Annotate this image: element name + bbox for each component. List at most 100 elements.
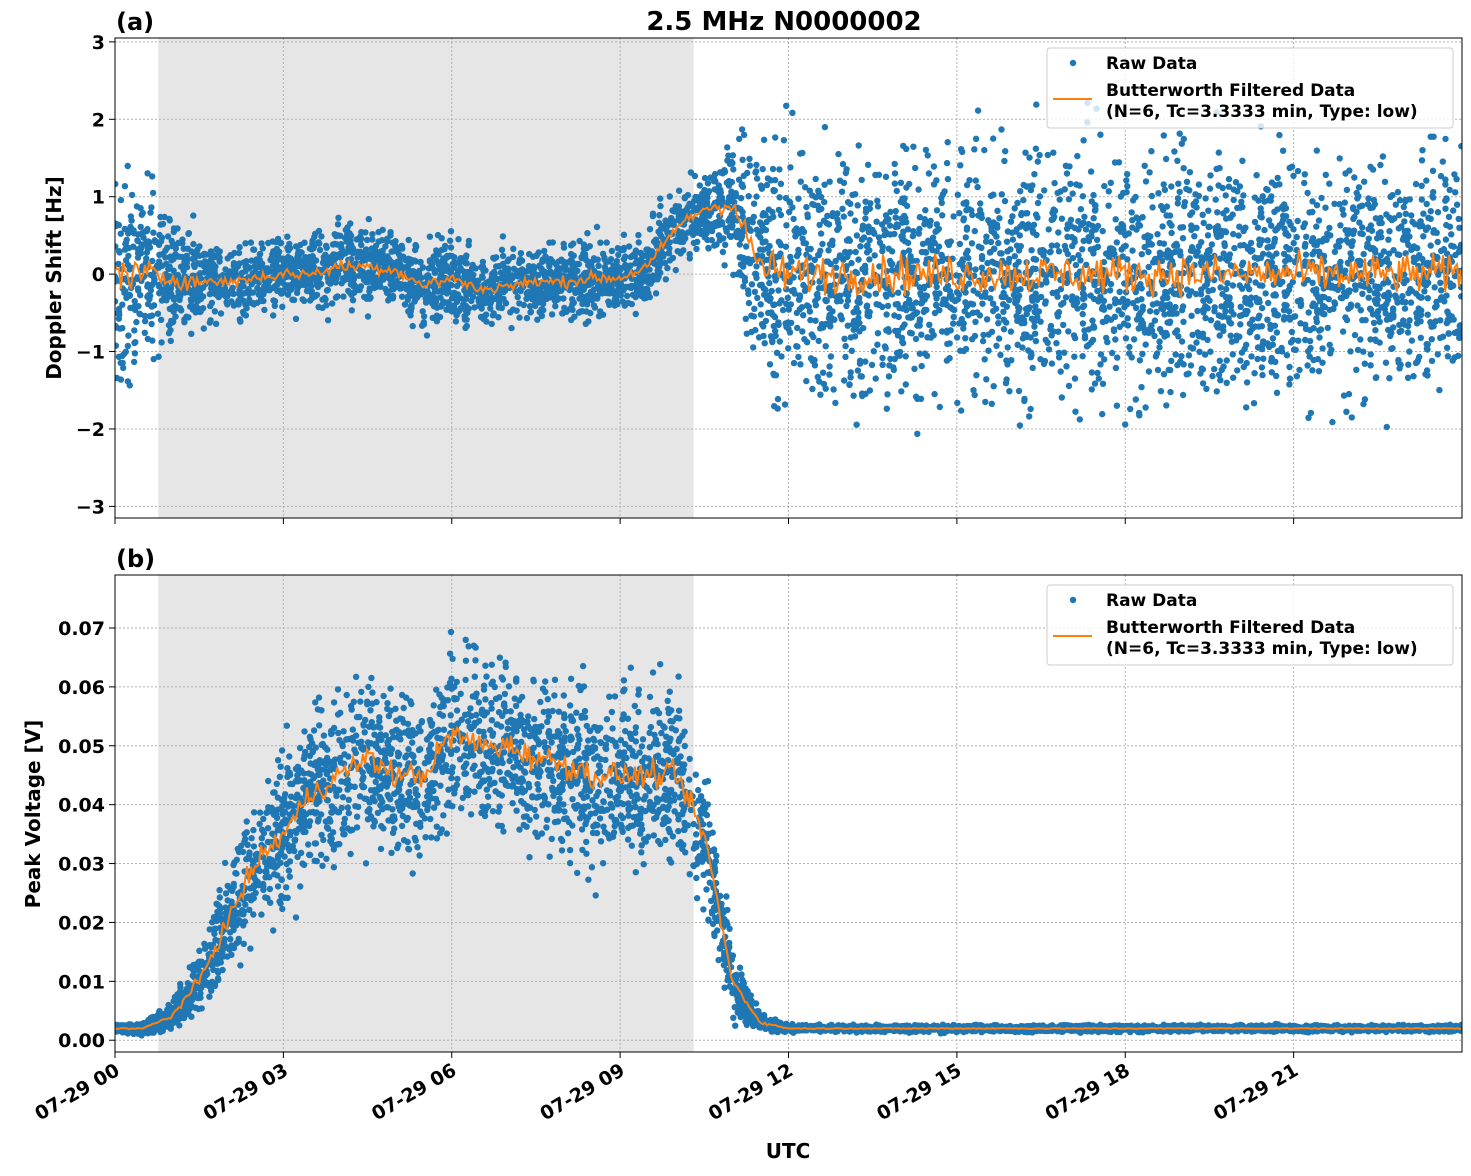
raw-data-point [1281,316,1287,322]
raw-data-point [995,313,1001,319]
panel-b-label: (b) [116,545,155,573]
raw-data-point [595,257,601,263]
raw-data-point [721,167,727,173]
raw-data-point [216,258,222,264]
raw-data-point [534,317,540,323]
raw-data-point [1057,196,1063,202]
raw-data-point [1195,329,1201,335]
raw-data-point [1342,268,1348,274]
raw-data-point [775,396,781,402]
raw-data-point [1352,332,1358,338]
raw-data-point [1286,364,1292,370]
raw-data-point [802,184,808,190]
raw-data-point [1405,375,1411,381]
raw-data-point [1430,168,1436,174]
raw-data-point [1383,360,1389,366]
raw-data-point [347,220,353,226]
raw-data-point [579,308,585,314]
raw-data-point [1100,381,1106,387]
raw-data-point [201,325,207,331]
raw-data-point [994,224,1000,230]
raw-data-point [1098,351,1104,357]
raw-data-point [993,343,999,349]
raw-data-point [1316,334,1322,340]
raw-data-point [236,301,242,307]
raw-data-point [1026,413,1032,419]
raw-data-point [1390,324,1396,330]
raw-data-point [140,234,146,240]
raw-data-point [187,303,193,309]
raw-data-point [1287,283,1293,289]
raw-data-point [1316,327,1322,333]
raw-data-point [236,244,242,250]
raw-data-point [1065,328,1071,334]
raw-data-point [1244,360,1250,366]
raw-data-point [688,169,694,175]
raw-data-point [1062,186,1068,192]
raw-data-point [1453,176,1459,182]
raw-data-point [842,249,848,255]
raw-data-point [144,226,150,232]
raw-data-point [1447,224,1453,230]
raw-data-point [1237,321,1243,327]
raw-data-point [1164,319,1170,325]
raw-data-point [1032,303,1038,309]
raw-data-point [1243,404,1249,410]
raw-data-point [490,312,496,318]
raw-data-point [924,293,930,299]
raw-data-point [1230,211,1236,217]
raw-data-point [329,300,335,306]
raw-data-point [1428,242,1434,248]
raw-data-point [1388,346,1394,352]
raw-data-point [1425,295,1431,301]
raw-data-point [1171,148,1177,154]
raw-data-point [932,310,938,316]
raw-data-point [910,144,916,150]
raw-data-point [419,323,425,329]
raw-data-point [1314,319,1320,325]
raw-data-point [772,277,778,283]
raw-data-point [483,318,489,324]
raw-data-point [387,229,393,235]
raw-data-point [847,201,853,207]
raw-data-point [1437,296,1443,302]
raw-data-point [785,345,791,351]
raw-data-point [637,282,643,288]
raw-data-point [1178,353,1184,359]
raw-data-point [1181,165,1187,171]
raw-data-point [207,319,213,325]
raw-data-point [1081,303,1087,309]
raw-data-point [518,267,524,273]
raw-data-point [1234,367,1240,373]
raw-data-point [158,339,164,345]
raw-data-point [540,256,546,262]
raw-data-point [323,243,329,249]
raw-data-point [862,215,868,221]
raw-data-point [1139,285,1145,291]
raw-data-point [886,373,892,379]
raw-data-point [999,191,1005,197]
raw-data-point [1160,207,1166,213]
raw-data-point [865,223,871,229]
raw-data-point [1088,168,1094,174]
raw-data-point [730,166,736,172]
raw-data-point [756,334,762,340]
raw-data-point [1133,305,1139,311]
raw-data-point [857,373,863,379]
raw-data-point [884,391,890,397]
raw-data-point [1074,299,1080,305]
raw-data-point [1303,234,1309,240]
raw-data-point [1291,314,1297,320]
raw-data-point [1022,150,1028,156]
raw-data-point [695,230,701,236]
raw-data-point [783,244,789,250]
raw-data-point [454,310,460,316]
raw-data-point [156,232,162,238]
raw-data-point [746,193,752,199]
raw-data-point [369,245,375,251]
raw-data-point [989,401,995,407]
raw-data-point [979,301,985,307]
raw-data-point [1429,336,1435,342]
raw-data-point [1099,306,1105,312]
raw-data-point [856,328,862,334]
